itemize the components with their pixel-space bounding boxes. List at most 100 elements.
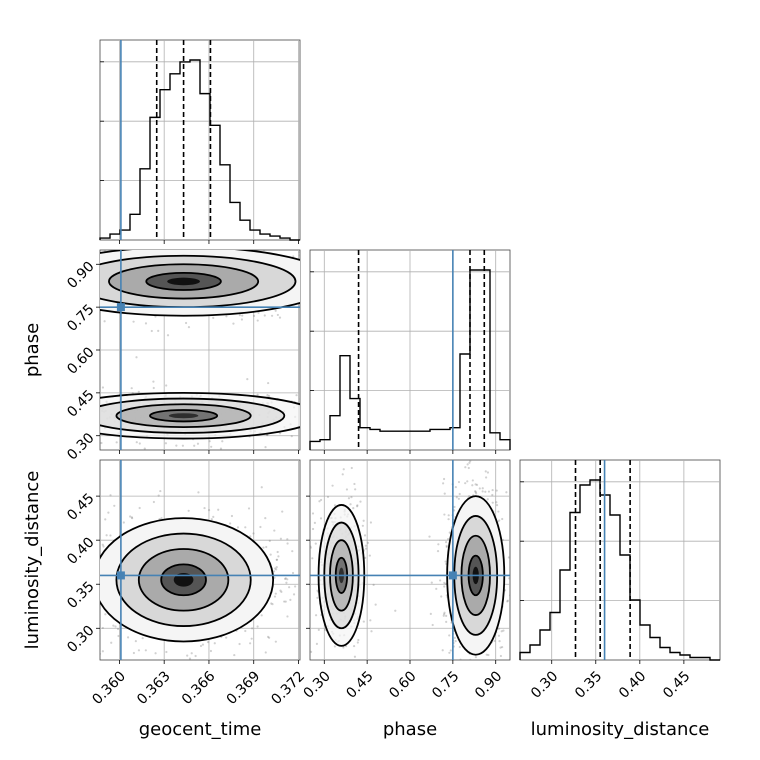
scatter-point xyxy=(474,490,477,493)
scatter-point xyxy=(10,282,12,284)
scatter-point xyxy=(306,252,308,254)
scatter-point xyxy=(303,253,305,255)
scatter-point xyxy=(61,415,63,417)
scatter-point xyxy=(341,428,343,430)
scatter-point xyxy=(286,542,289,545)
scatter-point xyxy=(110,641,113,644)
tick-label-y: 0.30 xyxy=(64,430,97,463)
scatter-point xyxy=(443,492,446,495)
scatter-point xyxy=(59,276,61,278)
scatter-point xyxy=(131,681,133,683)
scatter-point xyxy=(105,534,108,537)
scatter-point xyxy=(68,264,70,266)
scatter-point xyxy=(207,508,211,512)
joint-phase-luminosity_distance-layer xyxy=(310,460,523,670)
scatter-point xyxy=(97,302,99,304)
scatter-point xyxy=(303,386,305,388)
scatter-point xyxy=(122,521,125,524)
scatter-point xyxy=(131,233,133,235)
scatter-point xyxy=(12,280,14,282)
panels: 0.30 0.35 0.40 0.45 0.30 0.45 0.60 0.75 0.90 0.36… xyxy=(10,39,721,708)
scatter-point xyxy=(497,634,501,637)
scatter-point xyxy=(127,244,129,246)
scatter-point xyxy=(350,273,352,275)
scatter-point xyxy=(486,471,490,474)
scatter-point xyxy=(471,659,474,660)
scatter-point xyxy=(291,550,294,553)
scatter-point xyxy=(305,599,307,601)
scatter-point xyxy=(267,394,271,398)
scatter-point xyxy=(217,508,220,511)
scatter-point xyxy=(152,500,155,504)
scatter-point xyxy=(513,537,515,539)
scatter-point xyxy=(152,386,155,390)
scatter-point xyxy=(150,329,153,333)
scatter-point xyxy=(57,260,59,262)
scatter-point xyxy=(445,540,448,544)
scatter-point xyxy=(354,265,356,267)
scatter-point xyxy=(252,532,255,535)
scatter-point xyxy=(88,415,90,417)
scatter-point xyxy=(346,668,348,670)
scatter-point xyxy=(471,479,474,482)
scatter-point xyxy=(312,265,314,267)
scatter-point xyxy=(53,400,55,402)
scatter-point xyxy=(152,670,154,672)
scatter-point xyxy=(233,244,235,246)
scatter-point xyxy=(311,527,315,531)
scatter-point xyxy=(62,517,64,519)
scatter-point xyxy=(264,446,267,449)
scatter-point xyxy=(515,600,517,602)
scatter-point xyxy=(469,460,472,463)
scatter-point xyxy=(19,288,21,290)
scatter-point xyxy=(194,654,197,658)
scatter-point xyxy=(324,281,326,283)
contour-line xyxy=(100,250,300,317)
scatter-point xyxy=(26,308,28,310)
scatter-point xyxy=(328,264,330,266)
tick-label-x: 0.363 xyxy=(134,668,174,708)
scatter-point xyxy=(109,494,112,497)
scatter-point xyxy=(508,594,510,597)
scatter-point xyxy=(42,399,44,401)
scatter-point xyxy=(333,504,337,507)
scatter-point xyxy=(454,486,457,489)
scatter-point xyxy=(521,548,523,550)
scatter-point xyxy=(319,261,321,263)
scatter-point xyxy=(303,295,305,297)
scatter-point xyxy=(350,496,353,499)
scatter-point xyxy=(273,595,277,598)
scatter-point xyxy=(27,294,29,296)
scatter-point xyxy=(80,424,82,426)
scatter-point xyxy=(56,395,58,397)
scatter-point xyxy=(63,610,65,612)
scatter-point xyxy=(295,394,298,397)
tick-label-x: 0.369 xyxy=(224,668,264,708)
scatter-point xyxy=(266,635,270,638)
scatter-point xyxy=(196,442,200,445)
tick-label-y: 0.30 xyxy=(64,623,97,656)
scatter-point xyxy=(495,504,499,507)
scatter-point xyxy=(225,636,228,639)
scatter-point xyxy=(363,534,367,537)
scatter-point xyxy=(347,497,351,500)
scatter-point xyxy=(40,273,42,275)
scatter-point xyxy=(184,321,188,325)
scatter-point xyxy=(190,652,193,655)
scatter-point xyxy=(394,609,397,612)
tick-label-y: 0.35 xyxy=(64,579,97,612)
scatter-point xyxy=(306,409,308,411)
scatter-point xyxy=(469,667,471,669)
scatter-point xyxy=(475,483,479,486)
scatter-point xyxy=(311,512,315,515)
scatter-point xyxy=(50,270,52,272)
tick-label-y: 0.45 xyxy=(64,387,97,420)
scatter-point xyxy=(515,586,517,588)
scatter-point xyxy=(368,554,371,557)
tick-label-y: 0.40 xyxy=(64,535,97,568)
scatter-point xyxy=(244,526,247,529)
scatter-point xyxy=(383,424,385,426)
scatter-point xyxy=(458,492,461,496)
scatter-point xyxy=(188,657,192,660)
scatter-point xyxy=(353,482,356,486)
